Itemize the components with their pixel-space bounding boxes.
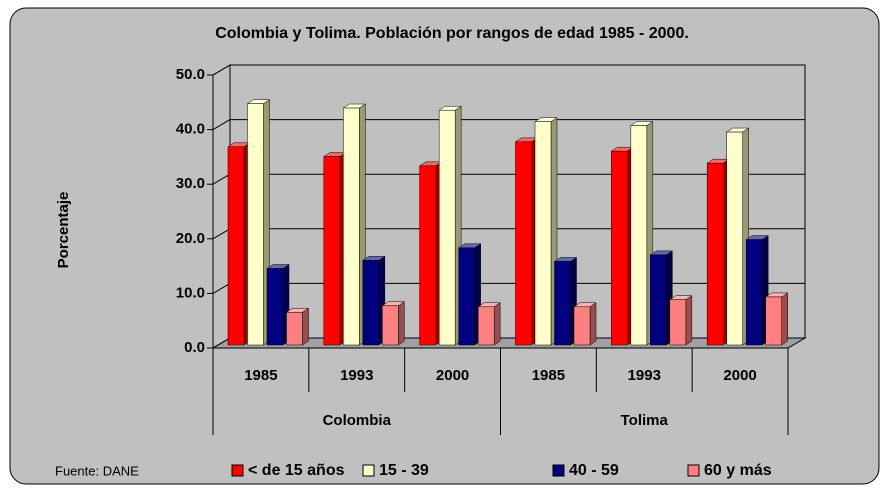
grid-line bbox=[212, 173, 231, 185]
bar-side bbox=[781, 292, 788, 346]
bar bbox=[669, 299, 687, 346]
x-tick-label: 1985 bbox=[244, 367, 277, 384]
bar bbox=[477, 306, 495, 346]
bar bbox=[382, 305, 399, 346]
bar bbox=[745, 239, 763, 346]
bar bbox=[515, 141, 532, 346]
bar bbox=[650, 254, 667, 346]
bar bbox=[266, 268, 284, 346]
legend-label: 40 - 59 bbox=[569, 462, 619, 479]
bar bbox=[630, 125, 648, 346]
bar bbox=[323, 156, 341, 346]
bar bbox=[573, 306, 591, 346]
source-note: Fuente: DANE bbox=[55, 463, 139, 478]
bar bbox=[611, 150, 628, 346]
x-tick-label: 2000 bbox=[436, 367, 469, 384]
bar bbox=[247, 103, 264, 346]
bar bbox=[554, 261, 571, 346]
grid-line bbox=[212, 119, 231, 131]
group-label: Tolima bbox=[621, 412, 669, 429]
legend-swatch bbox=[362, 464, 375, 477]
legend-label: < de 15 años bbox=[248, 462, 345, 479]
bar bbox=[438, 109, 456, 346]
x-tick-label: 1985 bbox=[532, 367, 565, 384]
y-tick-label: 0.0 bbox=[184, 339, 205, 356]
legend-label: 15 - 39 bbox=[379, 462, 429, 479]
bar bbox=[458, 247, 475, 346]
bar-side bbox=[589, 302, 597, 346]
x-tick-label: 1993 bbox=[340, 367, 373, 384]
x-tick-label: 2000 bbox=[723, 367, 756, 384]
side-wall bbox=[212, 64, 231, 349]
grid-line bbox=[212, 228, 231, 240]
grid-line bbox=[212, 64, 231, 76]
bar-side bbox=[493, 302, 501, 346]
bar-side bbox=[302, 307, 309, 346]
bar bbox=[343, 107, 360, 346]
bar bbox=[706, 162, 724, 346]
legend-swatch bbox=[552, 464, 565, 477]
y-tick-label: 30.0 bbox=[176, 175, 205, 192]
bar bbox=[765, 296, 782, 346]
y-axis-label: Porcentaje bbox=[55, 192, 72, 269]
y-tick-label: 50.0 bbox=[176, 66, 205, 83]
bar-side bbox=[685, 295, 693, 346]
y-tick-label: 40.0 bbox=[176, 121, 205, 138]
bar bbox=[726, 131, 743, 346]
group-label: Colombia bbox=[323, 412, 392, 429]
bar bbox=[227, 146, 245, 346]
bar bbox=[286, 311, 303, 346]
x-tick-label: 1993 bbox=[628, 367, 661, 384]
grid-line bbox=[212, 282, 231, 294]
legend-swatch bbox=[231, 464, 244, 477]
y-tick-label: 20.0 bbox=[176, 230, 205, 247]
legend-swatch bbox=[687, 464, 700, 477]
bar bbox=[362, 260, 380, 346]
grid-line bbox=[212, 337, 231, 349]
legend-label: 60 y más bbox=[704, 462, 772, 479]
bar-side bbox=[398, 301, 405, 346]
bar bbox=[419, 165, 436, 346]
bar bbox=[534, 121, 552, 346]
y-tick-label: 10.0 bbox=[176, 284, 205, 301]
chart-title: Colombia y Tolima. Población por rangos … bbox=[215, 25, 689, 42]
